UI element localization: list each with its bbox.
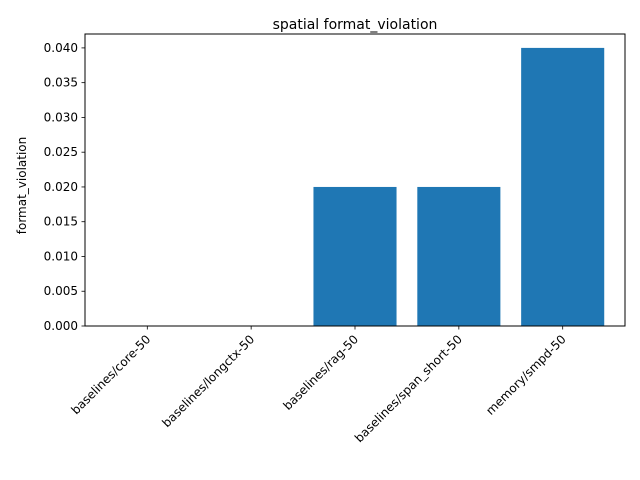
bar-2	[313, 186, 397, 326]
x-tick-label: baselines/core-50	[68, 332, 153, 417]
y-tick-label: 0.010	[44, 249, 78, 263]
y-tick-label: 0.035	[44, 76, 78, 90]
plot-frame	[84, 33, 626, 327]
y-tick-label: 0.005	[44, 284, 78, 298]
y-tick-label: 0.030	[44, 110, 78, 124]
y-tick-label: 0.000	[44, 319, 78, 333]
x-ticks-group: baselines/core-50 baselines/longctx-50 bas…	[68, 326, 569, 445]
y-tick-label: 0.025	[44, 145, 78, 159]
x-tick-label: baselines/longctx-50	[159, 332, 257, 430]
y-tick-label: 0.015	[44, 215, 78, 229]
bars-group	[313, 47, 605, 327]
y-tick-label: 0.040	[44, 41, 78, 55]
x-tick-label: baselines/rag-50	[280, 332, 361, 413]
y-ticks-group: 0.000 0.005 0.010 0.015 0.020 0.025 0.030 0.035…	[44, 41, 85, 333]
chart-title: spatial format_violation	[273, 17, 438, 33]
x-tick-label: baselines/span_short-50	[352, 332, 465, 445]
y-tick-label: 0.020	[44, 180, 78, 194]
bar-4	[521, 47, 605, 327]
x-tick-label: memory/smpd-50	[483, 332, 569, 418]
bar-3	[417, 186, 501, 326]
y-axis-label: format_violation	[15, 137, 29, 235]
